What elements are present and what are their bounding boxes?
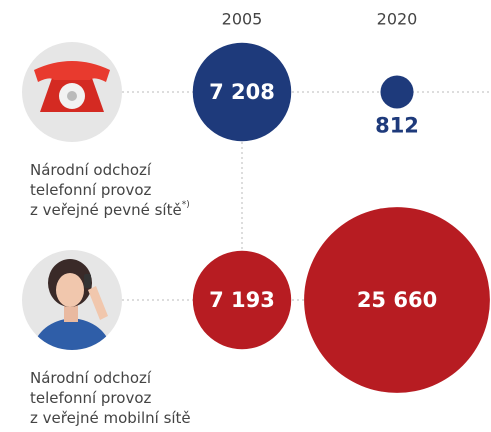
value-label: 7 193 <box>209 288 275 312</box>
row-label-text: Národní odchozí <box>30 369 152 387</box>
row-label-text: z veřejné pevné sítě <box>30 201 182 219</box>
woman-icon <box>22 250 122 360</box>
row-label: Národní odchozí <box>30 369 152 387</box>
value-label: 25 660 <box>357 288 437 312</box>
phone-icon <box>22 42 122 142</box>
footnote-mark: *) <box>182 200 190 210</box>
row-label-text: z veřejné mobilní sítě <box>30 409 191 427</box>
value-label: 7 208 <box>209 80 275 104</box>
row-label: z veřejné pevné sítě*) <box>30 200 190 219</box>
row-label-text: telefonní provoz <box>30 389 152 407</box>
row-label: telefonní provoz <box>30 181 152 199</box>
column-header: 2020 <box>377 10 418 29</box>
row-label-text: Národní odchozí <box>30 161 152 179</box>
row-label: Národní odchozí <box>30 161 152 179</box>
row-label-text: telefonní provoz <box>30 181 152 199</box>
column-header: 2005 <box>222 10 263 29</box>
chart: 20052020Národní odchozítelefonní provozz… <box>0 0 491 428</box>
row-label: telefonní provoz <box>30 389 152 407</box>
row-label: z veřejné mobilní sítě <box>30 409 191 427</box>
value-label: 812 <box>375 114 419 138</box>
bubble <box>380 75 413 108</box>
